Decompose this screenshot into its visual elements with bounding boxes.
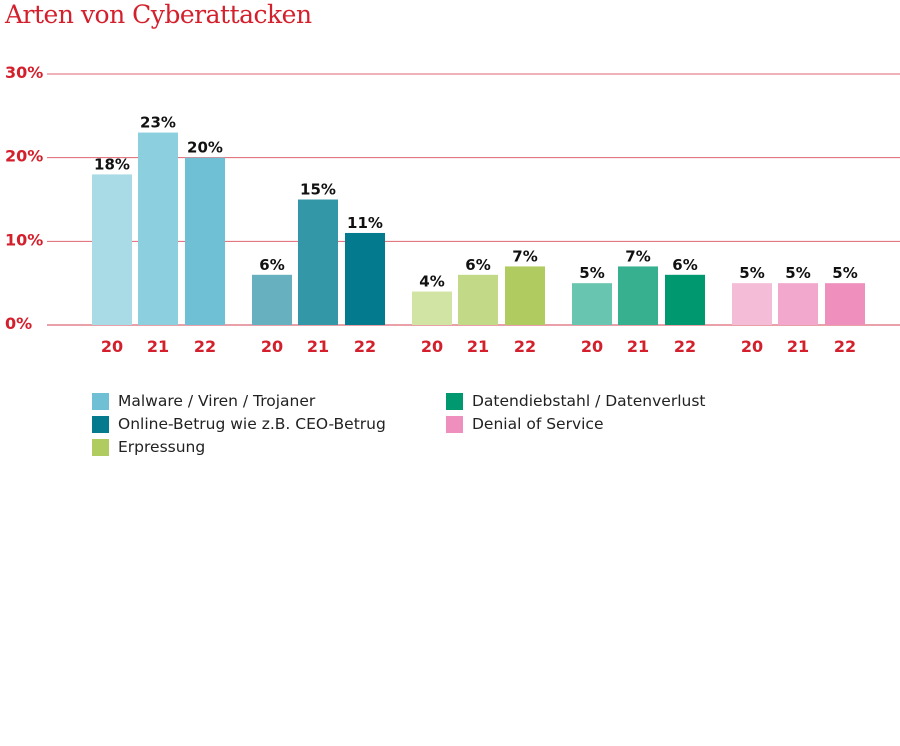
bar	[138, 132, 178, 325]
legend-label: Erpressung	[118, 438, 206, 456]
data-label: 23%	[140, 114, 176, 132]
bar	[825, 283, 865, 325]
x-tick-label: 22	[354, 337, 376, 356]
data-label: 7%	[512, 247, 537, 265]
bar	[665, 274, 705, 325]
data-label: 20%	[187, 139, 223, 157]
bar	[345, 232, 385, 325]
x-tick-label: 20	[741, 337, 763, 356]
bar	[298, 199, 338, 325]
data-label: 15%	[300, 181, 336, 199]
x-tick-label: 20	[261, 337, 283, 356]
legend-swatch	[446, 415, 463, 433]
data-label: 5%	[785, 264, 810, 282]
bar	[572, 283, 612, 325]
y-tick-label: 10%	[5, 230, 43, 249]
data-label: 6%	[259, 256, 284, 274]
data-label: 6%	[465, 256, 490, 274]
legend-item-malware: Malware / Viren / Trojaner	[92, 392, 315, 410]
y-tick-label: 20%	[5, 147, 43, 166]
x-tick-label: 21	[627, 337, 649, 356]
x-tick-label: 21	[147, 337, 169, 356]
legend-label: Denial of Service	[472, 415, 604, 433]
bar	[185, 157, 225, 325]
x-tick-label: 20	[421, 337, 443, 356]
x-tick-label: 20	[581, 337, 603, 356]
legend-swatch	[446, 392, 463, 410]
legend-item-datendiebstahl: Datendiebstahl / Datenverlust	[446, 392, 705, 410]
x-tick-label: 22	[834, 337, 856, 356]
y-tick-label: 0%	[5, 314, 32, 333]
data-label: 5%	[739, 264, 764, 282]
legend-swatch	[92, 438, 109, 456]
x-tick-label: 22	[514, 337, 536, 356]
bar	[252, 274, 292, 325]
bar	[92, 174, 132, 325]
legend-swatch	[92, 415, 109, 433]
bar	[732, 283, 772, 325]
legend-swatch	[92, 392, 109, 410]
data-label: 7%	[625, 247, 650, 265]
bar	[778, 283, 818, 325]
legend-item-online-betrug: Online-Betrug wie z.B. CEO-Betrug	[92, 415, 386, 433]
x-tick-label: 21	[307, 337, 329, 356]
data-label: 6%	[672, 256, 697, 274]
x-tick-label: 21	[467, 337, 489, 356]
bar	[458, 274, 498, 325]
legend-label: Online-Betrug wie z.B. CEO-Betrug	[118, 415, 386, 433]
data-label: 5%	[579, 264, 604, 282]
y-tick-label: 30%	[5, 63, 43, 82]
legend-item-denial-of-service: Denial of Service	[446, 415, 604, 433]
legend-item-erpressung: Erpressung	[92, 438, 205, 456]
x-tick-label: 21	[787, 337, 809, 356]
bar	[618, 266, 658, 325]
legend-label: Datendiebstahl / Datenverlust	[472, 392, 706, 410]
x-tick-label: 22	[674, 337, 696, 356]
data-label: 11%	[347, 214, 383, 232]
bar	[412, 291, 452, 325]
data-label: 5%	[832, 264, 857, 282]
bar-chart: 0% 10% 20% 30% 18% 20 23% 21 20% 22 6% 20 15% 21 11% 22…	[5, 63, 900, 356]
bar	[505, 266, 545, 325]
chart-title: Arten von Cyberattacken	[5, 0, 312, 29]
data-label: 4%	[419, 273, 444, 291]
data-label: 18%	[94, 155, 130, 173]
legend-label: Malware / Viren / Trojaner	[118, 392, 316, 410]
x-tick-label: 20	[101, 337, 123, 356]
x-tick-label: 22	[194, 337, 216, 356]
